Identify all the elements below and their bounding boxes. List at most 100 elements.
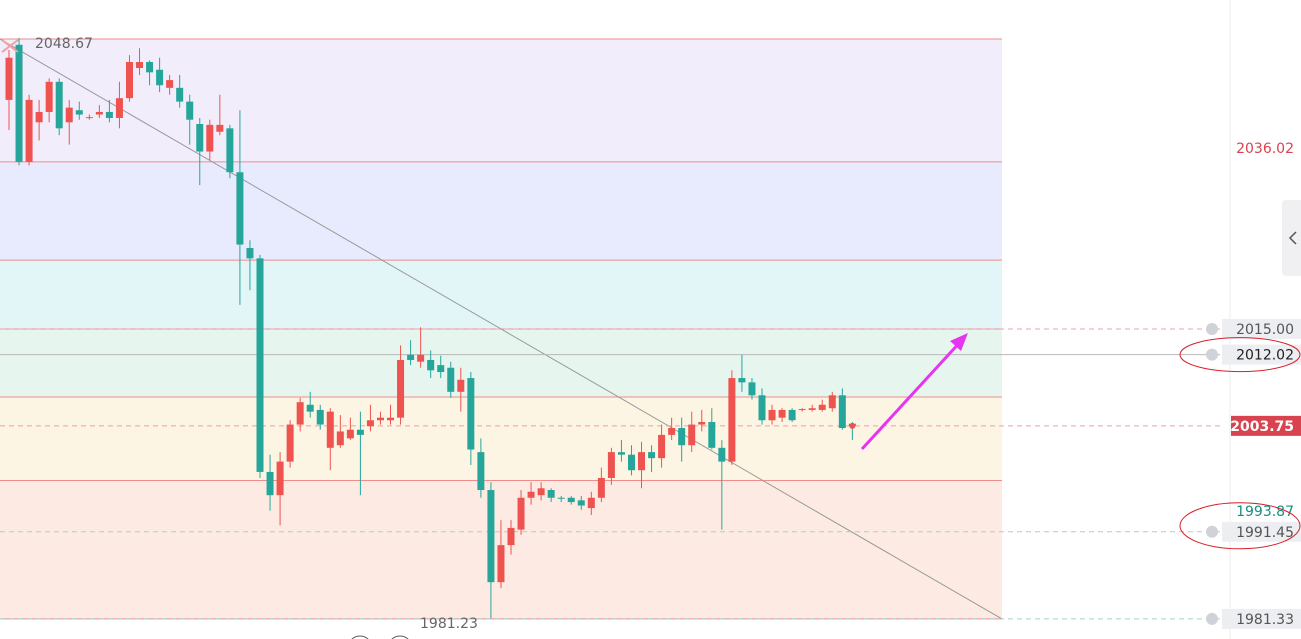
- candles: [5, 37, 856, 619]
- candle-body: [728, 378, 736, 462]
- last-price-dot: [849, 422, 856, 429]
- candle-body: [266, 471, 274, 496]
- candle-body: [738, 378, 746, 383]
- candle-body: [798, 409, 806, 411]
- candle-body: [366, 420, 374, 427]
- low-label: 1981.23: [420, 616, 478, 632]
- candle-body: [376, 417, 384, 421]
- trend-line: [0, 38, 1003, 620]
- candle-body: [196, 124, 204, 152]
- price-label: 1991.45: [1236, 525, 1294, 541]
- candle-body: [75, 110, 83, 115]
- candle-body: [326, 411, 334, 448]
- collapse-tab[interactable]: [1282, 200, 1301, 276]
- candle-body: [276, 461, 284, 496]
- candle-body: [838, 395, 846, 429]
- candle-body: [688, 424, 696, 446]
- candle-body: [125, 62, 133, 99]
- labels: 2036.02 2015.00 2012.02 2003.75 1993.87 1991.…: [35, 36, 1301, 632]
- candle-body: [95, 111, 103, 115]
- highlight-ellipse: [1179, 502, 1301, 550]
- price-label: 1993.87: [1236, 504, 1294, 520]
- highlight-ellipse: [1179, 337, 1301, 373]
- bottom-icon[interactable]: [348, 635, 372, 639]
- candle-body: [407, 354, 415, 360]
- candle-body: [708, 421, 716, 448]
- candle-body: [828, 395, 836, 409]
- candle-body: [627, 454, 635, 471]
- price-box: [1222, 608, 1301, 629]
- candle-body: [286, 424, 294, 462]
- candle-body: [136, 62, 144, 69]
- candle-body: [176, 87, 184, 102]
- candle-body: [607, 452, 615, 478]
- price-box: [1222, 318, 1301, 339]
- candle-body: [768, 409, 776, 421]
- candle-body: [115, 98, 123, 118]
- candle-body: [5, 57, 13, 100]
- price-box: [1222, 521, 1301, 542]
- alert-bell: [1206, 525, 1218, 538]
- bottom-icon[interactable]: [388, 635, 412, 639]
- candle-body: [678, 428, 686, 446]
- candle-body: [668, 428, 676, 435]
- candle-body: [718, 447, 726, 462]
- fib-band: [0, 260, 1002, 329]
- high-marker: [1, 39, 19, 53]
- candle-body: [557, 497, 565, 499]
- candle-body: [818, 404, 826, 410]
- candle-body: [577, 500, 585, 506]
- candle-body: [658, 434, 666, 459]
- candle-body: [758, 395, 766, 421]
- candle-body: [296, 402, 304, 425]
- price-label: 2036.02: [1236, 141, 1294, 157]
- candle-body: [256, 258, 264, 472]
- candle-body: [788, 409, 796, 421]
- candle-body: [437, 365, 445, 373]
- candle-body: [587, 497, 595, 509]
- candle-body: [808, 408, 816, 410]
- candle-body: [55, 81, 63, 129]
- candle-body: [638, 452, 646, 471]
- price-label: 1981.33: [1236, 612, 1294, 628]
- candle-body: [597, 477, 605, 498]
- candle-body: [497, 545, 505, 583]
- candle-body: [356, 429, 364, 435]
- candle-body: [387, 417, 395, 421]
- candle-body: [617, 452, 625, 455]
- candle-body: [346, 429, 354, 439]
- price-box: [1231, 415, 1301, 436]
- candle-body: [467, 378, 475, 450]
- candle-body: [226, 128, 234, 173]
- alert-bell: [1206, 322, 1218, 335]
- candle-body: [306, 404, 314, 412]
- candle-body: [85, 117, 93, 119]
- candle-body: [447, 367, 455, 392]
- candle-body: [246, 248, 254, 259]
- collapse-icon[interactable]: [1288, 231, 1297, 245]
- alert-bell: [1206, 612, 1218, 625]
- candle-body: [748, 382, 756, 396]
- fib-band: [0, 161, 1002, 261]
- candle-body: [477, 452, 485, 491]
- alert-bell: [1206, 348, 1218, 361]
- candle-body: [527, 491, 535, 498]
- fib-band: [0, 328, 1002, 398]
- candle-body: [146, 62, 154, 73]
- candle-body: [35, 111, 43, 123]
- candle-body: [236, 172, 244, 245]
- candle-body: [567, 497, 575, 503]
- fib-band: [0, 39, 1002, 162]
- candle-body: [216, 124, 224, 132]
- candle-body: [417, 354, 425, 362]
- candle-body: [457, 379, 465, 392]
- candle-body: [25, 99, 33, 162]
- price-label: 2012.02: [1236, 348, 1294, 364]
- candle-body: [45, 81, 53, 112]
- candle-body: [156, 69, 164, 86]
- candle-body: [336, 431, 344, 446]
- candle-body: [698, 421, 706, 425]
- candle-body: [487, 490, 495, 583]
- candle-body: [778, 409, 786, 418]
